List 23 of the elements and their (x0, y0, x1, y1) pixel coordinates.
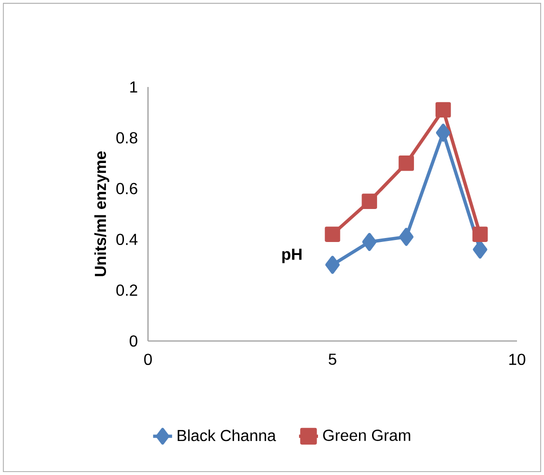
point (436, 102, 451, 118)
x-axis-title: pH (282, 248, 302, 264)
legend-label: Black Channa (178, 429, 276, 442)
point (472, 240, 488, 259)
legend-label: Green Gram (323, 430, 410, 441)
point (472, 226, 488, 242)
y-tick-label: 0.2 (116, 284, 138, 296)
point (399, 228, 414, 246)
y-tick-label: 0.4 (116, 234, 138, 246)
x-tick-label: 0 (144, 354, 152, 366)
y-tick-label: 0.6 (116, 182, 138, 194)
point (325, 256, 340, 274)
y-tick-label: 0 (130, 335, 138, 347)
y-axis-title: Units/ml enzyme (94, 151, 110, 276)
point (436, 124, 450, 142)
y-tick-label: 0.8 (116, 132, 138, 144)
y-tick-label: 1 (130, 82, 138, 92)
point (324, 226, 340, 242)
point (362, 232, 377, 251)
point (398, 156, 414, 171)
x-tick-label: 5 (328, 354, 336, 365)
x-tick-label: 10 (509, 354, 526, 366)
point (362, 194, 378, 209)
